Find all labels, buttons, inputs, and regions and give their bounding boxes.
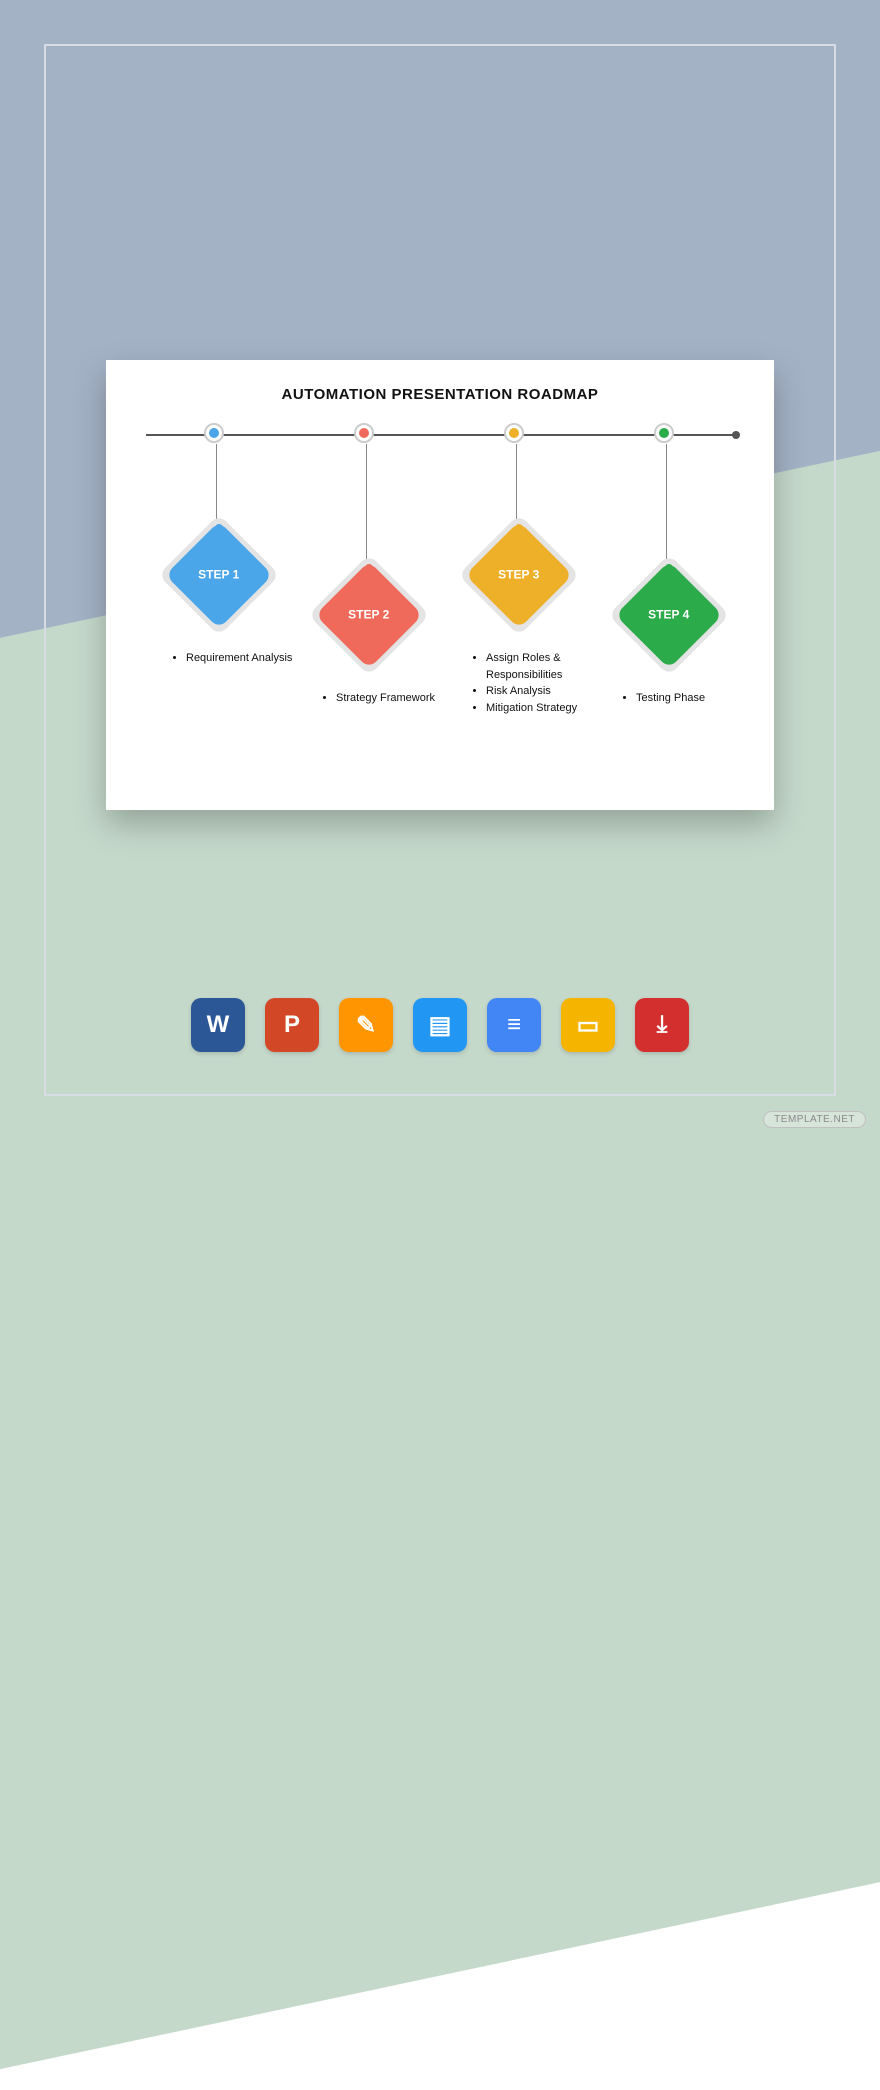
diamond-pin-4 [665, 564, 673, 572]
bullet-item: Requirement Analysis [186, 650, 310, 667]
timeline-dot-1 [209, 428, 219, 438]
timeline-node-3 [504, 423, 524, 443]
watermark-badge: TEMPLATE.NET [763, 1111, 866, 1128]
diamond-front-4: STEP 4 [615, 561, 722, 668]
step-label-4: STEP 4 [648, 608, 689, 622]
pdf-icon: ⤓ [635, 998, 689, 1052]
step-diamond-2: STEP 2 [314, 560, 424, 670]
bullet-item: Assign Roles & Responsibilities [486, 650, 610, 683]
timeline-node-4 [654, 423, 674, 443]
timeline-dot-2 [359, 428, 369, 438]
pages-icon: ✎ [339, 998, 393, 1052]
step-bullets-2: Strategy Framework [320, 690, 460, 707]
step-diamond-4: STEP 4 [614, 560, 724, 670]
timeline-node-2 [354, 423, 374, 443]
step-bullets-3: Assign Roles & ResponsibilitiesRisk Anal… [470, 650, 610, 716]
diamond-front-2: STEP 2 [315, 561, 422, 668]
step-label-1: STEP 1 [198, 568, 239, 582]
timeline-line [146, 434, 736, 436]
gdocs-icon: ≡ [487, 998, 541, 1052]
gslides-icon: ▭ [561, 998, 615, 1052]
keynote-icon: ▤ [413, 998, 467, 1052]
diamond-pin-3 [515, 524, 523, 532]
timeline-node-1 [204, 423, 224, 443]
diamond-front-1: STEP 1 [165, 521, 272, 628]
timeline-endcap [732, 431, 740, 439]
step-label-2: STEP 2 [348, 608, 389, 622]
bullet-item: Risk Analysis [486, 683, 610, 700]
format-icon-row: WP ✎ ▤ ≡ ▭ ⤓ [0, 998, 880, 1052]
diamond-front-3: STEP 3 [465, 521, 572, 628]
powerpoint-icon: P [265, 998, 319, 1052]
step-diamond-1: STEP 1 [164, 520, 274, 630]
diamond-pin-1 [215, 524, 223, 532]
bullet-item: Strategy Framework [336, 690, 460, 707]
roadmap-card: AUTOMATION PRESENTATION ROADMAP STEP 1 ST… [106, 360, 774, 810]
step-bullets-1: Requirement Analysis [170, 650, 310, 667]
timeline-dot-4 [659, 428, 669, 438]
card-title: AUTOMATION PRESENTATION ROADMAP [106, 386, 774, 403]
bullet-item: Mitigation Strategy [486, 700, 610, 717]
diamond-pin-2 [365, 564, 373, 572]
word-icon: W [191, 998, 245, 1052]
step-label-3: STEP 3 [498, 568, 539, 582]
step-bullets-4: Testing Phase [620, 690, 760, 707]
bullet-item: Testing Phase [636, 690, 760, 707]
step-diamond-3: STEP 3 [464, 520, 574, 630]
timeline-dot-3 [509, 428, 519, 438]
